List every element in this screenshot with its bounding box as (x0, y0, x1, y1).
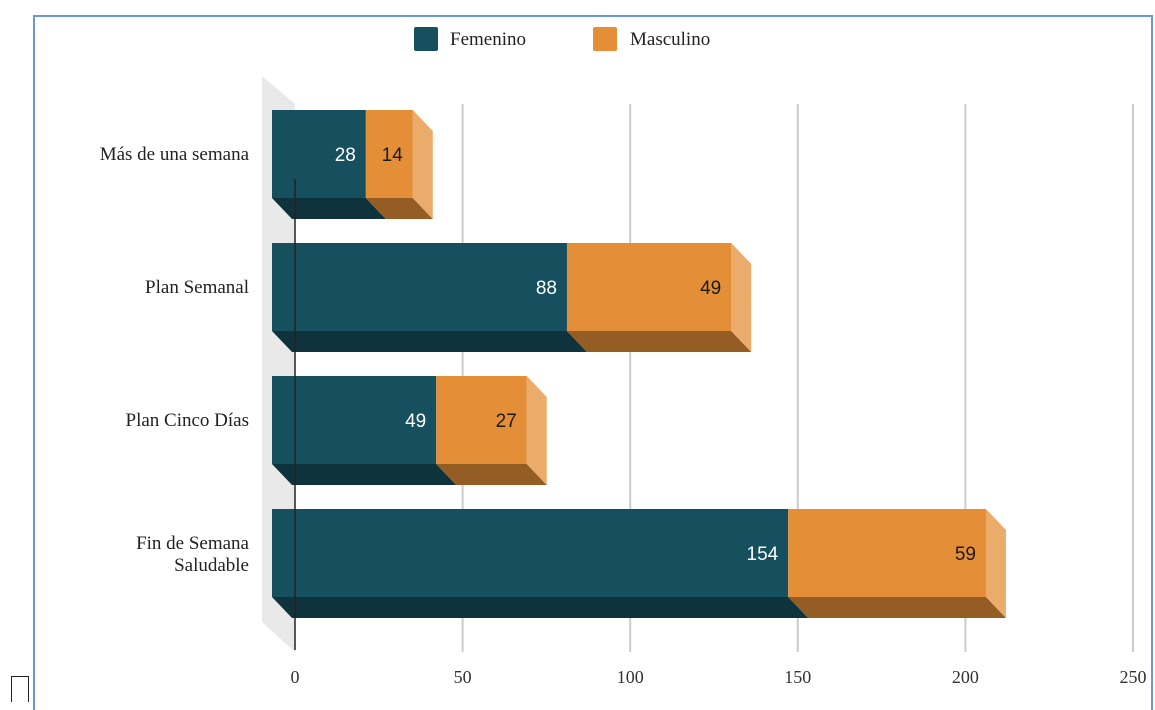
bar-row: 49 27 (272, 376, 547, 485)
legend-item-masculino: Masculino (593, 27, 710, 51)
data-label: 154 (747, 544, 779, 565)
bar-femenino (272, 243, 567, 331)
x-tick-label: 0 (291, 667, 300, 687)
bar-bottom-face (272, 198, 386, 219)
legend-label: Femenino (450, 29, 526, 50)
bar-end-face (985, 509, 1006, 618)
y-category-label: Plan Cinco Días (126, 410, 250, 431)
bar-bottom-face (272, 331, 587, 352)
bar-bottom-face (436, 464, 547, 485)
bar-masculino (365, 110, 413, 198)
x-tick-label: 200 (952, 667, 979, 687)
legend-label: Masculino (630, 29, 710, 50)
bar-femenino (272, 376, 437, 464)
legend-swatch (593, 27, 617, 51)
chart-frame (33, 15, 1153, 710)
legend-swatch (414, 27, 438, 51)
bar-femenino (272, 110, 366, 198)
bar-bottom-face (272, 464, 457, 485)
x-tick-label: 250 (1120, 667, 1147, 687)
bar-femenino (272, 509, 789, 597)
data-label: 14 (382, 145, 404, 166)
data-label: 49 (405, 411, 426, 432)
x-tick-label: 150 (784, 667, 811, 687)
bar-masculino (566, 243, 732, 331)
x-tick-label: 100 (617, 667, 644, 687)
bar-row: 88 49 (272, 243, 752, 352)
data-label: 88 (536, 278, 557, 299)
x-tick-label: 50 (454, 667, 472, 687)
y-axis: Más de una semana Plan Semanal Plan Cinco … (100, 144, 250, 576)
data-label: 49 (700, 278, 721, 299)
bar-masculino (436, 376, 527, 464)
bars: 28 14 88 49 49 27 154 59 (272, 110, 1006, 618)
data-label: 59 (955, 544, 976, 565)
bar-masculino (788, 509, 986, 597)
legend-item-femenino: Femenino (414, 27, 526, 51)
legend: Femenino Masculino (414, 27, 710, 51)
y-category-label: Plan Semanal (145, 277, 249, 298)
bar-end-face (412, 110, 433, 219)
bar-bottom-face (272, 597, 809, 618)
y-category-label: Más de una semana (100, 144, 250, 165)
data-label: 27 (496, 411, 517, 432)
bar-row: 28 14 (272, 110, 433, 219)
bar-row: 154 59 (272, 509, 1006, 618)
y-category-label: Fin de Semana Saludable (136, 533, 249, 576)
chart-side-wall (262, 76, 295, 652)
bar-bottom-face (566, 331, 752, 352)
x-axis: 0 50 100 150 200 250 (291, 179, 1147, 687)
bar-end-face (526, 376, 547, 485)
bar-bottom-face (788, 597, 1006, 618)
bar-end-face (731, 243, 752, 352)
data-label: 28 (335, 145, 356, 166)
corner-glyph (11, 676, 29, 702)
chart-floor (262, 76, 295, 652)
bar-bottom-face (365, 198, 433, 219)
